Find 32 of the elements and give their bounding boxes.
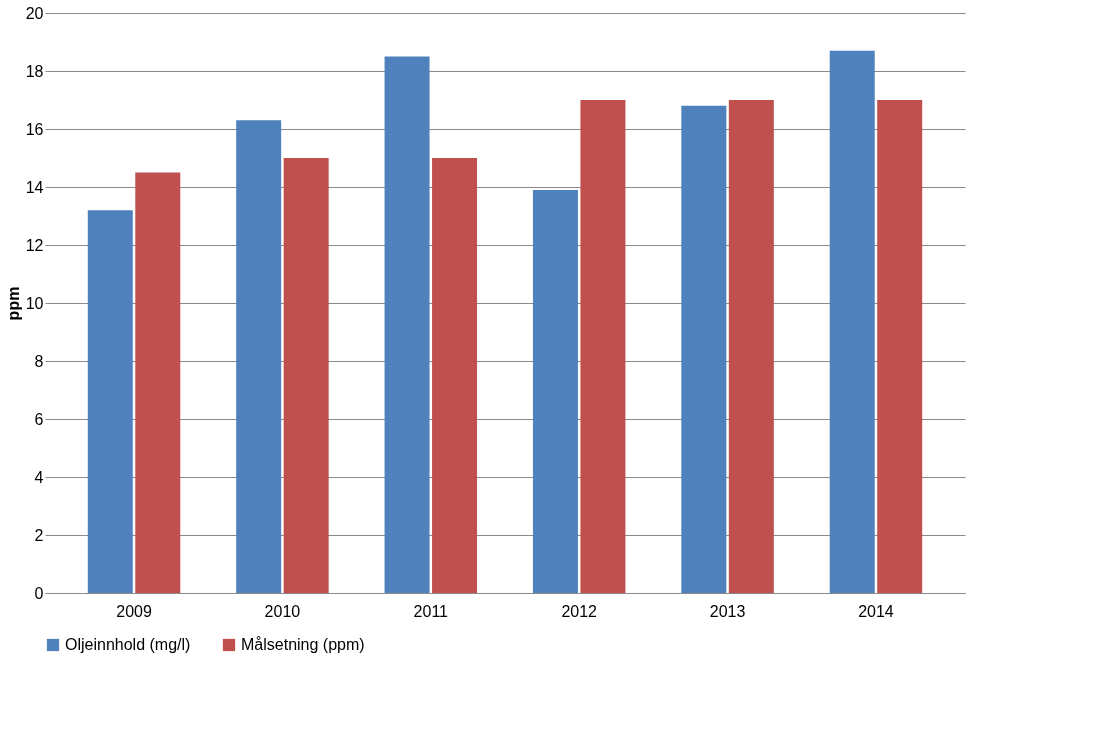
- y-tick-label: 10: [25, 294, 44, 312]
- x-tick-label: 2012: [561, 602, 598, 620]
- bar: [877, 100, 923, 593]
- bar: [283, 158, 329, 593]
- y-tick-label: 18: [25, 62, 44, 80]
- y-tick-label: 14: [25, 178, 44, 196]
- bar: [728, 100, 774, 593]
- bar: [532, 189, 578, 593]
- y-tick-label: 20: [25, 4, 44, 22]
- x-tick-label: 2011: [413, 602, 449, 620]
- y-tick-label: 2: [34, 526, 44, 544]
- bar: [580, 100, 626, 593]
- bar: [135, 172, 181, 593]
- y-tick-label: 6: [34, 410, 44, 428]
- y-tick-label: 4: [34, 468, 44, 486]
- x-tick-label: 2009: [116, 602, 152, 620]
- bar: [681, 105, 727, 593]
- bar: [87, 210, 133, 593]
- bar: [829, 50, 875, 593]
- y-tick-label: 16: [25, 120, 44, 138]
- legend-label: Oljeinnhold (mg/l): [65, 636, 191, 653]
- bar: [384, 56, 430, 593]
- legend-label: Målsetning (ppm): [241, 636, 365, 653]
- x-tick-label: 2013: [709, 602, 746, 620]
- bar: [432, 158, 478, 593]
- y-axis-title: ppm: [4, 286, 22, 321]
- y-tick-label: 0: [34, 584, 44, 602]
- x-tick-label: 2010: [264, 602, 301, 620]
- x-tick-label: 2014: [858, 602, 894, 620]
- y-tick-label: 12: [25, 236, 44, 254]
- bar: [236, 120, 282, 593]
- y-tick-label: 8: [34, 352, 44, 370]
